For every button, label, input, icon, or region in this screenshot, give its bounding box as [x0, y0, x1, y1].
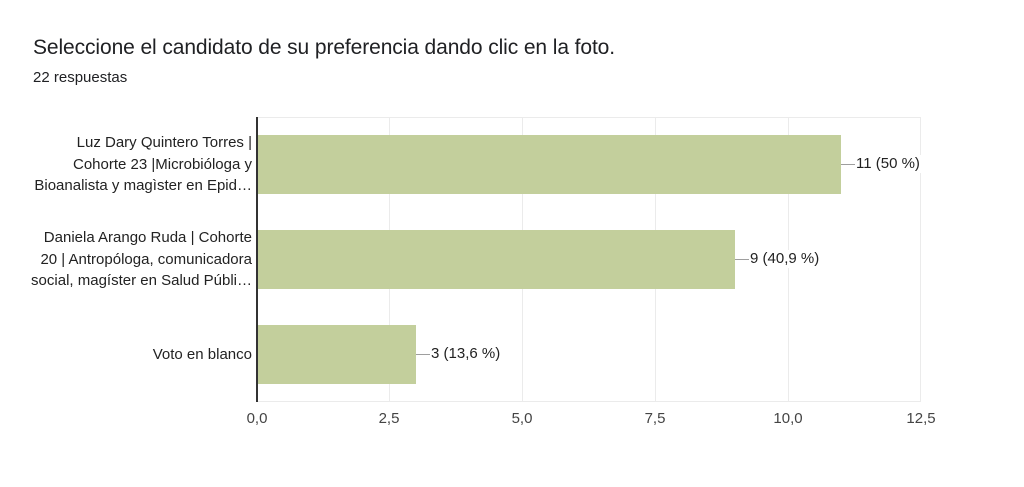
- x-tick-0: 0,0: [246, 410, 268, 427]
- category-label-3: Voto en blanco: [153, 344, 252, 366]
- data-label-3: 3 (13,6 %): [430, 345, 502, 363]
- category-label-line: 20 | Antropóloga, comunicadora: [40, 250, 252, 268]
- category-label-2: Daniela Arango Ruda | Cohorte 20 | Antro…: [31, 227, 252, 292]
- x-tick-3: 7,5: [644, 410, 666, 427]
- x-tick-5: 12,5: [906, 410, 936, 427]
- bar-voto-en-blanco[interactable]: [257, 325, 416, 384]
- y-axis-line: [256, 117, 258, 402]
- gridline-top: [256, 117, 921, 118]
- category-label-line: Bioanalista y magìster en Epid…: [34, 177, 252, 194]
- chart-title: Seleccione el candidato de su preferenci…: [33, 36, 615, 59]
- x-tick-1: 2,5: [378, 410, 400, 427]
- category-label-line: Cohorte 23 |Microbióloga y: [73, 155, 252, 173]
- category-label-1: Luz Dary Quintero Torres | Cohorte 23 |M…: [34, 132, 252, 197]
- data-label-2: 9 (40,9 %): [749, 250, 821, 268]
- gridline-bottom: [256, 401, 921, 402]
- gridline-12-5: [920, 117, 921, 402]
- category-label-line: social, magíster en Salud Públi…: [31, 272, 252, 289]
- bar-luz-dary[interactable]: [257, 135, 841, 194]
- plot-area: 11 (50 %) 9 (40,9 %) 3 (13,6 %): [256, 117, 921, 402]
- data-label-leader: [841, 164, 855, 165]
- data-label-1: 11 (50 %): [855, 155, 921, 173]
- x-tick-4: 10,0: [773, 410, 803, 427]
- response-count: 22 respuestas: [33, 69, 128, 86]
- category-label-line: Voto en blanco: [152, 346, 252, 363]
- category-label-line: Daniela Arango Ruda | Cohorte: [43, 229, 252, 246]
- x-tick-2: 5,0: [511, 410, 533, 427]
- bar-daniela-arango[interactable]: [257, 230, 735, 289]
- data-label-leader: [416, 354, 430, 355]
- data-label-leader: [735, 259, 749, 260]
- category-label-line: Luz Dary Quintero Torres |: [76, 134, 252, 151]
